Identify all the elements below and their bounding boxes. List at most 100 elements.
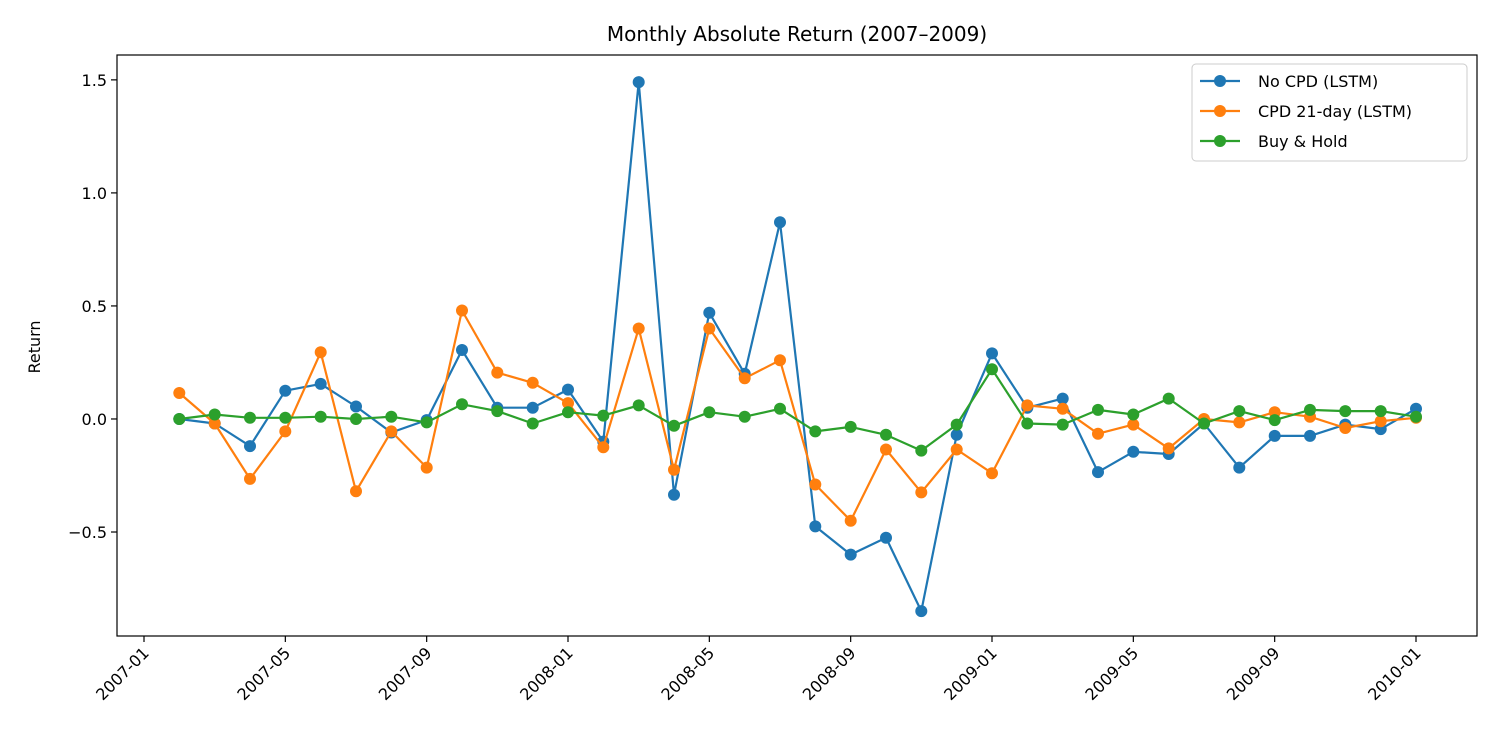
data-point xyxy=(632,322,645,335)
y-tick-label: 0.0 xyxy=(82,410,107,429)
data-point xyxy=(986,363,998,376)
data-point xyxy=(420,461,433,474)
legend-marker xyxy=(1214,75,1226,87)
data-point xyxy=(774,402,786,415)
data-point xyxy=(1162,442,1175,455)
y-axis-label: Return xyxy=(25,320,44,373)
series-2 xyxy=(173,304,1422,527)
data-point xyxy=(244,440,256,453)
data-point xyxy=(950,418,963,431)
data-point xyxy=(632,76,645,89)
data-point xyxy=(597,409,610,422)
data-point xyxy=(1092,403,1104,416)
data-point xyxy=(1198,417,1210,430)
data-point xyxy=(1021,399,1034,412)
data-point xyxy=(1021,417,1034,430)
data-point xyxy=(668,488,680,501)
data-point xyxy=(950,443,963,456)
data-point xyxy=(526,417,539,430)
data-point xyxy=(703,322,716,335)
data-point xyxy=(491,405,504,418)
chart-title: Monthly Absolute Return (2007–2009) xyxy=(607,22,987,46)
data-point xyxy=(1268,429,1281,442)
data-point xyxy=(208,408,221,421)
data-point xyxy=(314,377,327,390)
series-3 xyxy=(173,363,1422,457)
data-point xyxy=(350,485,362,498)
data-point xyxy=(703,306,716,319)
y-tick-label: −0.5 xyxy=(68,523,107,542)
data-point xyxy=(1056,418,1069,431)
legend-label: No CPD (LSTM) xyxy=(1258,72,1378,91)
data-point xyxy=(880,443,892,456)
data-point xyxy=(880,531,892,544)
data-point xyxy=(314,410,327,423)
y-tick-label: 1.0 xyxy=(82,184,107,203)
data-point xyxy=(1233,461,1246,474)
data-point xyxy=(456,344,468,356)
data-point xyxy=(456,304,468,317)
data-point xyxy=(809,478,822,491)
data-point xyxy=(950,428,963,441)
y-tick-label: 0.5 xyxy=(82,297,107,316)
plot-frame xyxy=(116,54,1478,637)
legend-label: CPD 21-day (LSTM) xyxy=(1258,102,1412,121)
data-point xyxy=(1092,466,1104,479)
legend: No CPD (LSTM) CPD 21-day (LSTM) Buy & Hold xyxy=(1191,63,1468,162)
data-point xyxy=(1233,405,1246,418)
data-point xyxy=(1127,445,1140,458)
data-point xyxy=(208,417,221,430)
data-point xyxy=(562,397,574,410)
series-line xyxy=(179,80,1417,613)
data-point xyxy=(1339,422,1352,434)
data-point xyxy=(1127,408,1140,421)
data-point xyxy=(844,420,857,433)
data-point xyxy=(597,441,610,454)
data-point xyxy=(809,425,822,438)
data-point xyxy=(279,425,292,438)
data-point xyxy=(1268,414,1281,427)
data-point xyxy=(385,410,398,423)
data-point xyxy=(350,413,362,425)
data-point xyxy=(562,383,574,396)
data-point xyxy=(1162,392,1175,405)
data-point xyxy=(774,216,786,229)
data-point xyxy=(986,467,998,480)
data-point xyxy=(279,384,292,397)
legend-marker xyxy=(1214,105,1226,117)
legend-label: Buy & Hold xyxy=(1258,132,1348,151)
data-point xyxy=(915,444,928,457)
y-tick-label: 1.5 xyxy=(82,71,107,90)
data-point xyxy=(915,605,928,618)
data-point xyxy=(1374,415,1387,428)
data-point xyxy=(774,354,786,367)
data-point xyxy=(526,401,539,414)
data-point xyxy=(844,514,857,527)
data-point xyxy=(632,399,645,412)
data-point xyxy=(738,372,751,385)
data-point xyxy=(668,419,680,432)
data-point xyxy=(1304,429,1316,442)
data-point xyxy=(738,410,751,423)
data-point xyxy=(385,425,398,438)
data-point xyxy=(703,406,716,419)
data-point xyxy=(1127,418,1140,431)
data-point xyxy=(1339,405,1352,418)
data-point xyxy=(1410,410,1422,423)
data-point xyxy=(844,548,857,561)
data-point xyxy=(880,428,892,441)
data-point xyxy=(244,472,256,485)
data-point xyxy=(986,347,998,360)
data-point xyxy=(668,463,680,476)
data-point xyxy=(456,398,468,411)
data-point xyxy=(1233,416,1246,429)
data-point xyxy=(1374,405,1387,418)
data-point xyxy=(314,346,327,359)
data-point xyxy=(350,400,362,413)
legend-box xyxy=(1191,63,1468,162)
data-point xyxy=(420,416,433,429)
data-point xyxy=(173,387,186,399)
data-point xyxy=(809,520,822,533)
data-point xyxy=(562,406,574,419)
data-point xyxy=(491,366,504,379)
